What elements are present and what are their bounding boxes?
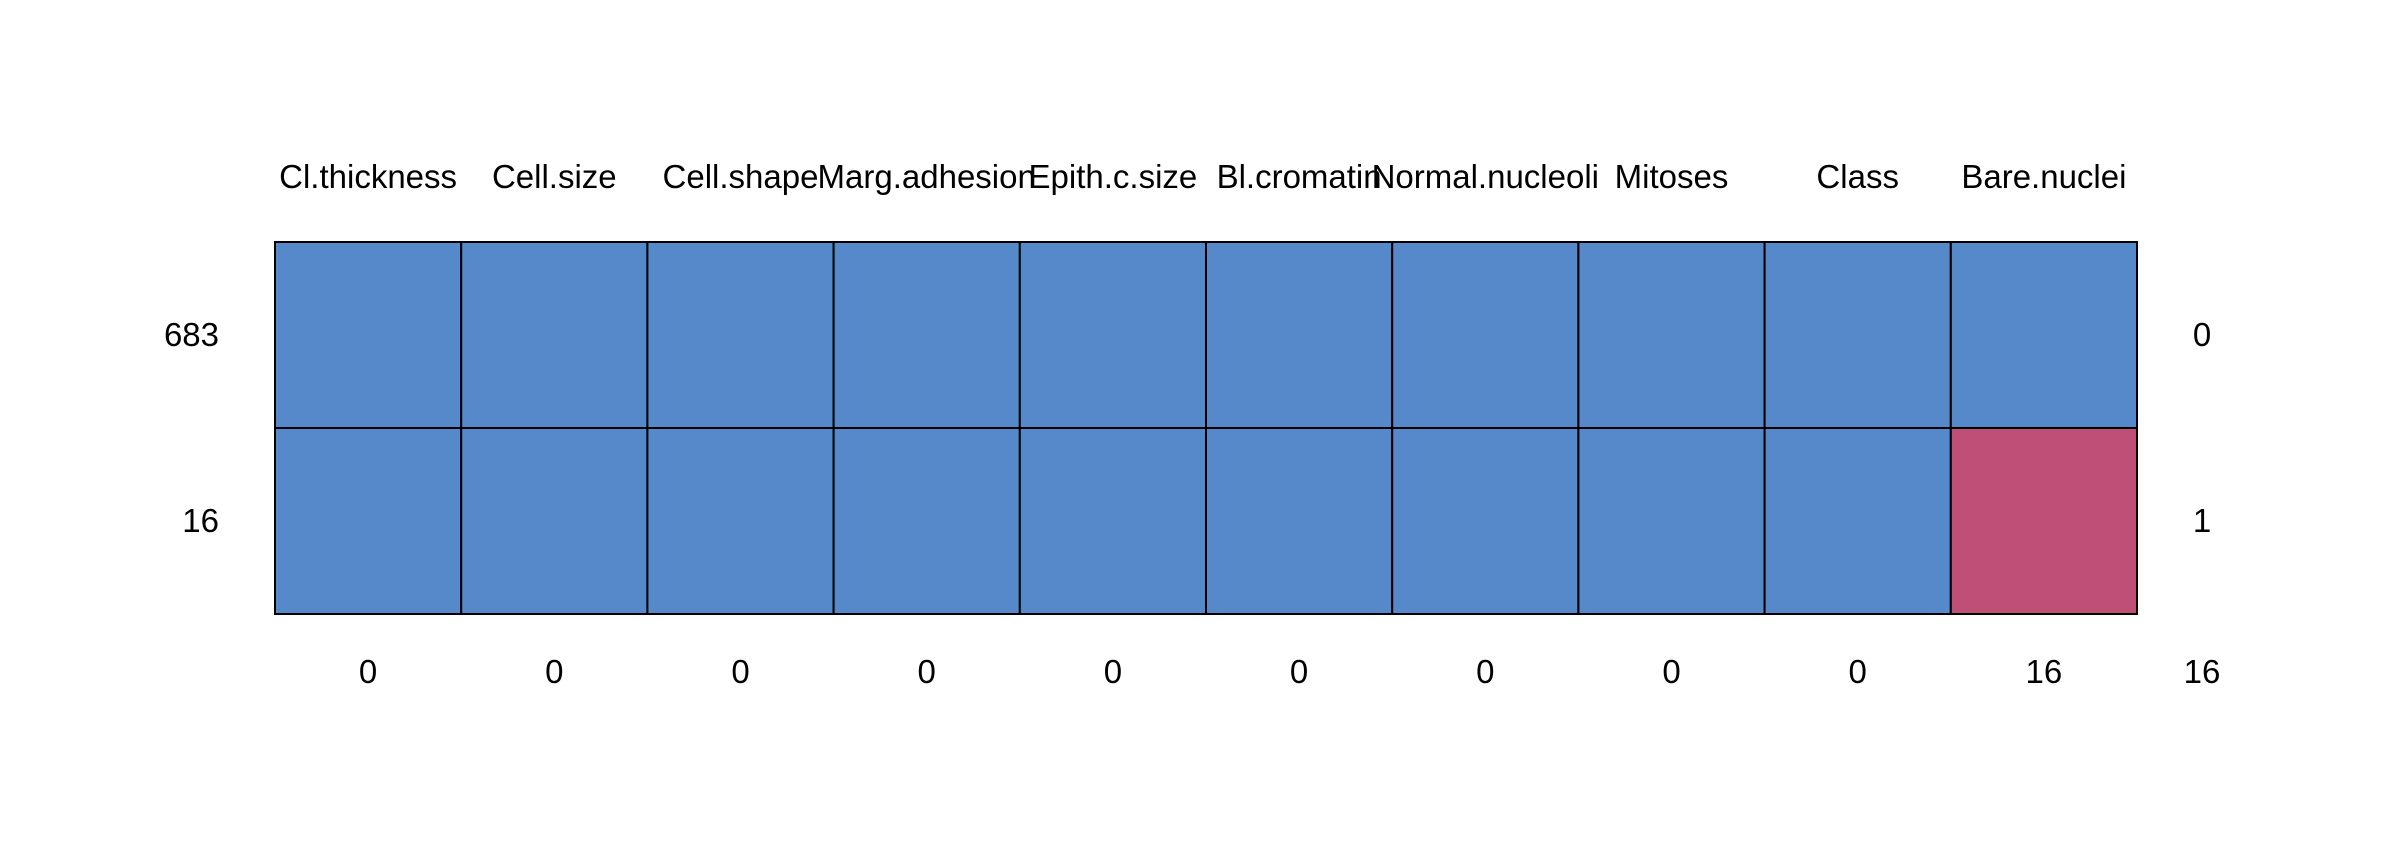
- row-count-labels: 683 16: [164, 316, 219, 539]
- column-label: Bl.cromatin: [1217, 158, 1382, 195]
- column-missing-count: 0: [1662, 653, 1680, 690]
- observed-cell: [1949, 241, 2139, 429]
- observed-cell: [1018, 427, 1207, 615]
- observed-cell: [460, 241, 649, 429]
- observed-cell: [832, 241, 1021, 429]
- column-missing-count: 0: [731, 653, 749, 690]
- column-label: Mitoses: [1615, 158, 1729, 195]
- observed-cell: [646, 427, 835, 615]
- column-label: Cell.size: [492, 158, 617, 195]
- row-missing-label: 0: [2193, 316, 2211, 353]
- observed-cell: [1018, 241, 1207, 429]
- column-label: Bare.nuclei: [1961, 158, 2126, 195]
- column-label: Marg.adhesion: [818, 158, 1036, 195]
- column-missing-count: 0: [1849, 653, 1867, 690]
- pattern-cells: [274, 241, 2139, 615]
- observed-cell: [1577, 241, 1766, 429]
- column-missing-count: 0: [918, 653, 936, 690]
- observed-cell: [832, 427, 1021, 615]
- observed-cell: [1763, 427, 1952, 615]
- total-missing-label: 16: [2184, 653, 2221, 690]
- observed-cell: [1391, 241, 1580, 429]
- row-missing-labels: 01: [2193, 316, 2211, 539]
- observed-cell: [460, 427, 649, 615]
- column-missing-count: 0: [1476, 653, 1494, 690]
- row-count-label: 683: [164, 316, 219, 353]
- column-labels: Cl.thickness Cell.size Cell.shape Marg.adhe…: [279, 158, 2126, 195]
- column-missing-count: 16: [2026, 653, 2063, 690]
- column-label: Cl.thickness: [279, 158, 457, 195]
- column-missing-count-labels: 0 0 0 0 0 0 0 0 0 16 16: [359, 653, 2220, 690]
- column-missing-count: 0: [1290, 653, 1308, 690]
- observed-cell: [274, 427, 463, 615]
- observed-cell: [274, 241, 463, 429]
- observed-cell: [1391, 427, 1580, 615]
- missing-cell: [1949, 427, 2139, 615]
- observed-cell: [1577, 427, 1766, 615]
- row-missing-label: 1: [2193, 502, 2211, 539]
- column-label: Cell.shape: [663, 158, 819, 195]
- row-count-label: 16: [182, 502, 219, 539]
- column-label: Epith.c.size: [1029, 158, 1198, 195]
- observed-cell: [1205, 241, 1394, 429]
- observed-cell: [646, 241, 835, 429]
- column-label: Normal.nucleoli: [1372, 158, 1599, 195]
- observed-cell: [1205, 427, 1394, 615]
- column-missing-count: 0: [1104, 653, 1122, 690]
- observed-cell: [1763, 241, 1952, 429]
- column-missing-count: 0: [359, 653, 377, 690]
- column-missing-count: 0: [545, 653, 563, 690]
- column-label: Class: [1816, 158, 1899, 195]
